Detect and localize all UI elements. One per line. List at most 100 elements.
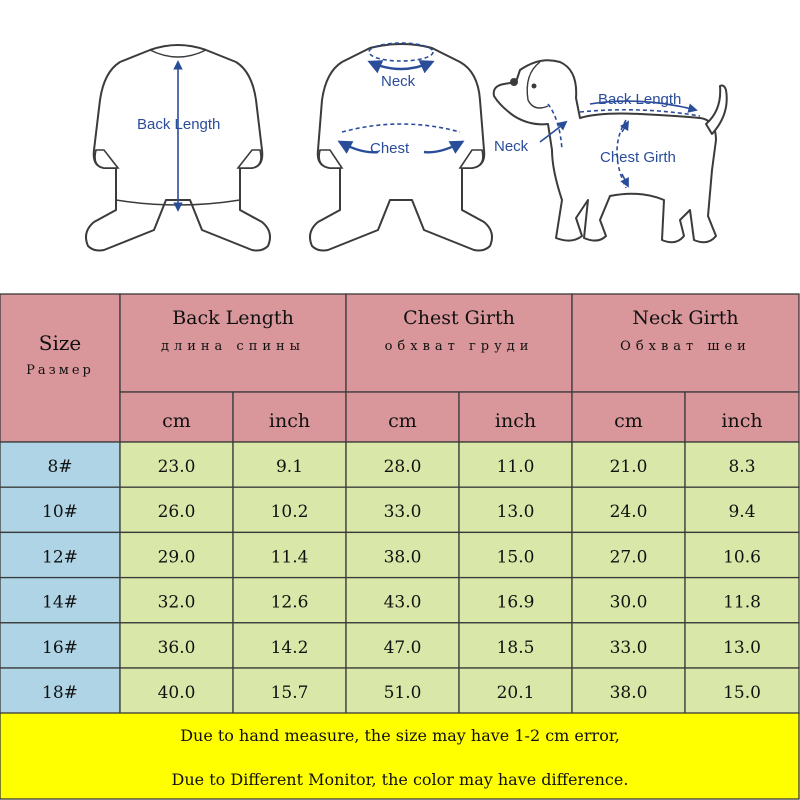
neck-label: Neck xyxy=(381,73,416,90)
measurement-cell xyxy=(345,667,460,714)
measurement-value: 11.0 xyxy=(497,457,535,477)
measurement-cell xyxy=(345,622,460,669)
measurement-value: 27.0 xyxy=(610,547,648,567)
measurement-cell xyxy=(684,441,800,488)
group-header-title: Neck Girth xyxy=(632,307,738,329)
group-header-subtitle: обхват груди xyxy=(385,339,534,354)
measurement-value: 47.0 xyxy=(384,638,422,658)
unit-header-cell xyxy=(684,391,800,443)
measurement-cell xyxy=(345,576,460,624)
size-cell xyxy=(0,441,121,488)
garment-back-view: Back Length xyxy=(85,44,271,252)
measurement-value: 33.0 xyxy=(384,502,422,522)
group-header-cell xyxy=(119,293,347,393)
measurement-value: 8.3 xyxy=(728,457,755,477)
unit-header-label: inch xyxy=(495,410,536,432)
measurement-value: 20.1 xyxy=(497,683,535,703)
size-value: 16# xyxy=(42,638,78,658)
measurement-value: 16.9 xyxy=(497,593,535,613)
measurement-cell xyxy=(571,667,686,714)
measurement-value: 24.0 xyxy=(610,502,648,522)
measurement-value: 40.0 xyxy=(158,683,196,703)
measurement-cell xyxy=(345,486,460,534)
measurement-cell xyxy=(684,531,800,579)
measurement-value: 15.0 xyxy=(497,547,535,567)
measurement-value: 33.0 xyxy=(610,638,648,658)
measurement-value: 15.7 xyxy=(271,683,309,703)
unit-header-cell xyxy=(232,391,347,443)
measurement-cell xyxy=(345,531,460,579)
measurement-value: 38.0 xyxy=(610,683,648,703)
measurement-value: 9.1 xyxy=(276,457,303,477)
measurement-value: 10.2 xyxy=(271,502,309,522)
measurement-value: 36.0 xyxy=(158,638,196,658)
measurement-diagram: Back Length Neck Chest Back Length Neck … xyxy=(85,42,728,252)
measurement-cell xyxy=(119,622,234,669)
size-header-label: Size xyxy=(39,331,81,355)
measurement-cell xyxy=(684,622,800,669)
measurement-cell xyxy=(232,486,347,534)
group-header-subtitle: длина спины xyxy=(161,339,305,354)
measurement-value: 18.5 xyxy=(497,638,535,658)
measurement-cell xyxy=(684,667,800,714)
measurement-value: 43.0 xyxy=(384,593,422,613)
unit-header-label: inch xyxy=(269,410,310,432)
measurement-cell xyxy=(684,576,800,624)
group-header-title: Back Length xyxy=(172,307,294,329)
size-chart-table: Size Размер Back Length длина спины Chest Gi… xyxy=(0,293,800,800)
measurement-cell xyxy=(232,622,347,669)
group-header-cell xyxy=(571,293,800,393)
chest-label: Chest xyxy=(370,140,410,157)
size-value: 12# xyxy=(42,547,78,567)
measurement-cell xyxy=(571,441,686,488)
measurement-cell xyxy=(345,441,460,488)
measurement-value: 13.0 xyxy=(723,638,761,658)
measurement-value: 11.4 xyxy=(271,547,309,567)
measurement-value: 11.8 xyxy=(723,593,761,613)
measurement-value: 38.0 xyxy=(384,547,422,567)
measurement-cell xyxy=(119,441,234,488)
measurement-cell xyxy=(458,531,573,579)
unit-header-label: cm xyxy=(614,410,643,432)
measurement-value: 13.0 xyxy=(497,502,535,522)
measurement-value: 23.0 xyxy=(158,457,196,477)
measurement-cell xyxy=(119,486,234,534)
size-cell xyxy=(0,486,121,534)
size-value: 10# xyxy=(42,502,78,522)
measurement-value: 30.0 xyxy=(610,593,648,613)
size-value: 8# xyxy=(47,457,72,477)
measurement-value: 32.0 xyxy=(158,593,196,613)
measurement-value: 10.6 xyxy=(723,547,761,567)
size-header-label-ru: Размер xyxy=(26,363,94,378)
measurement-value: 12.6 xyxy=(271,593,309,613)
unit-header-label: inch xyxy=(721,410,762,432)
measurement-cell xyxy=(232,667,347,714)
unit-header-cell xyxy=(571,391,686,443)
dog-neck-label: Neck xyxy=(494,138,529,155)
measurement-value: 14.2 xyxy=(271,638,309,658)
measurement-cell xyxy=(571,486,686,534)
size-value: 14# xyxy=(42,593,78,613)
measurement-cell xyxy=(232,531,347,579)
footer-note-cell xyxy=(0,712,800,800)
measurement-value: 21.0 xyxy=(610,457,648,477)
dog-chest-girth-label: Chest Girth xyxy=(600,149,676,166)
measurement-value: 26.0 xyxy=(158,502,196,522)
measurement-value: 29.0 xyxy=(158,547,196,567)
measurement-value: 9.4 xyxy=(728,502,755,522)
footer-note-line: Due to Different Monitor, the color may … xyxy=(172,770,629,789)
size-value: 18# xyxy=(42,683,78,703)
unit-header-label: cm xyxy=(162,410,191,432)
back-length-label: Back Length xyxy=(137,116,220,133)
dog-illustration: Back Length Neck Chest Girth xyxy=(492,59,728,244)
unit-header-label: cm xyxy=(388,410,417,432)
measurement-value: 28.0 xyxy=(384,457,422,477)
group-header-title: Chest Girth xyxy=(403,307,515,329)
measurement-cell xyxy=(684,486,800,534)
footer-note-line: Due to hand measure, the size may have 1… xyxy=(180,726,620,745)
measurement-value: 51.0 xyxy=(384,683,422,703)
garment-front-view: Neck Chest xyxy=(309,42,493,252)
measurement-cell xyxy=(458,576,573,624)
group-header-subtitle: Обхват шеи xyxy=(620,339,751,354)
measurement-value: 15.0 xyxy=(723,683,761,703)
